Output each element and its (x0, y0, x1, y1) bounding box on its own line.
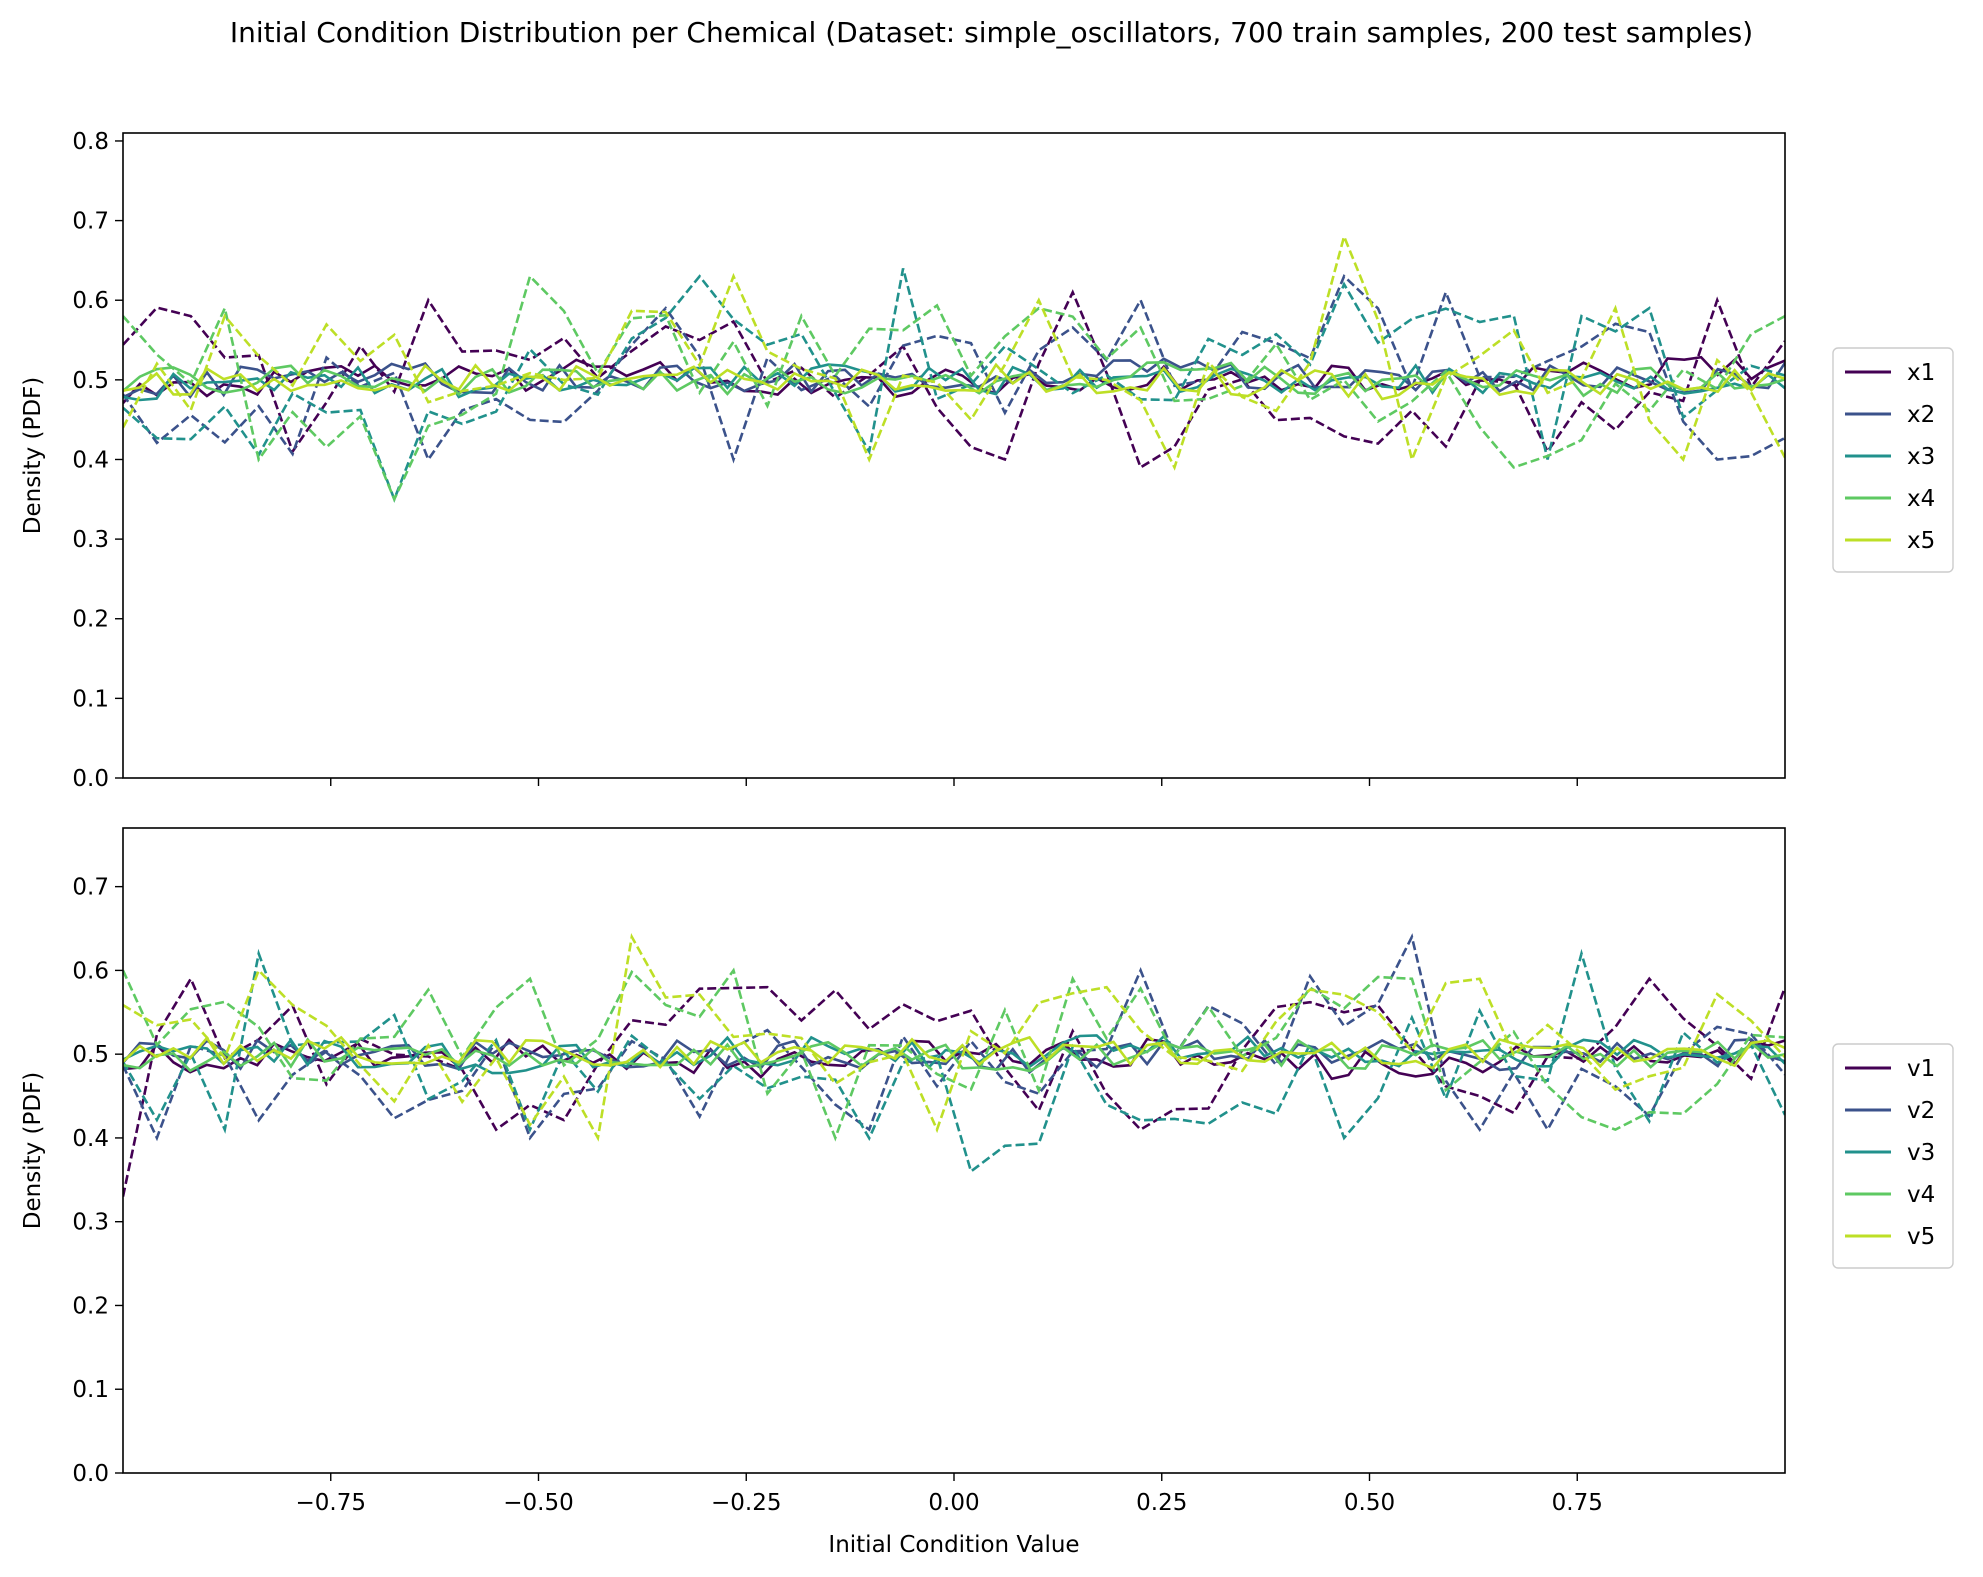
x-tick-label: 0.25 (1136, 1490, 1187, 1516)
x-tick-label: −0.75 (296, 1490, 366, 1516)
legend-label-v3: v3 (1907, 1140, 1935, 1166)
legend-label-v5: v5 (1907, 1224, 1935, 1250)
panel-2: 0.0 0.1 0.2 0.3 0.4 0.5 0.6 0.7 −0.75 −0.50 −0.25 0… (20, 827, 1954, 1558)
y-tick-label: 0.4 (72, 1126, 109, 1152)
y-tick-label: 0.0 (72, 766, 109, 792)
x-tick-label: 0.75 (1552, 1490, 1603, 1516)
legend-box (1832, 347, 1954, 573)
series-x2-train-line (123, 357, 1785, 399)
legend-label-v1: v1 (1907, 1056, 1935, 1082)
series-v4-train-line (123, 1037, 1785, 1073)
y-tick-label: 0.2 (72, 607, 109, 633)
y-axis-label: Density (PDF) (20, 1072, 46, 1230)
series-x5-train-line (123, 362, 1785, 401)
y-tick-label: 0.4 (72, 447, 109, 473)
y-tick-label: 0.2 (72, 1293, 109, 1319)
y-tick-label: 0.5 (72, 1042, 109, 1068)
y-tick-label: 0.3 (72, 1210, 109, 1236)
axes-frame (122, 132, 1786, 779)
legend: v1 v2 v3 v4 v5 (1832, 1043, 1954, 1269)
y-tick-label: 0.6 (72, 958, 109, 984)
series-x4-train-line (123, 360, 1785, 398)
legend-label-v2: v2 (1907, 1098, 1935, 1124)
y-tick-label: 0.8 (72, 129, 109, 155)
series-v2-test-line (123, 933, 1785, 1142)
series-x4-test-line (123, 273, 1785, 503)
x-tick-label: −0.25 (711, 1490, 781, 1516)
legend-box (1832, 1043, 1954, 1269)
panel-1: 0.0 0.1 0.2 0.3 0.4 0.5 0.6 0.7 0.8 Density (PDF)… (20, 129, 1954, 792)
legend: x1 x2 x3 x4 x5 (1832, 347, 1954, 573)
legend-label-x2: x2 (1907, 402, 1935, 428)
figure-title: Initial Condition Distribution per Chemi… (229, 16, 1754, 49)
series-v5-train-line (123, 1035, 1785, 1070)
y-tick-label: 0.7 (72, 209, 109, 235)
series-x1-train-line (123, 355, 1785, 404)
series-lines (123, 933, 1785, 1197)
y-tick-label: 0.1 (72, 1377, 109, 1403)
x-tick-label: 0.00 (928, 1490, 979, 1516)
y-tick-label: 0.5 (72, 368, 109, 394)
series-v1-test-line (123, 975, 1785, 1197)
y-tick-label: 0.1 (72, 686, 109, 712)
series-v3-test-line (123, 948, 1785, 1174)
x-tick-label: −0.50 (503, 1490, 573, 1516)
y-tick-label: 0.0 (72, 1461, 109, 1487)
y-tick-label: 0.6 (72, 288, 109, 314)
series-v4-test-line (123, 967, 1785, 1142)
legend-label-x4: x4 (1907, 486, 1935, 512)
y-tick-label: 0.3 (72, 527, 109, 553)
axes-frame (122, 827, 1786, 1474)
x-tick-label: 0.50 (1344, 1490, 1395, 1516)
legend-label-x5: x5 (1907, 528, 1935, 554)
x-axis-label: Initial Condition Value (828, 1532, 1079, 1558)
series-lines (123, 232, 1785, 503)
legend-label-x3: x3 (1907, 444, 1935, 470)
legend-label-v4: v4 (1907, 1182, 1935, 1208)
y-axis-label: Density (PDF) (20, 377, 46, 535)
y-tick-label: 0.7 (72, 875, 109, 901)
legend-label-x1: x1 (1907, 360, 1935, 386)
series-x5-test-line (123, 232, 1785, 471)
